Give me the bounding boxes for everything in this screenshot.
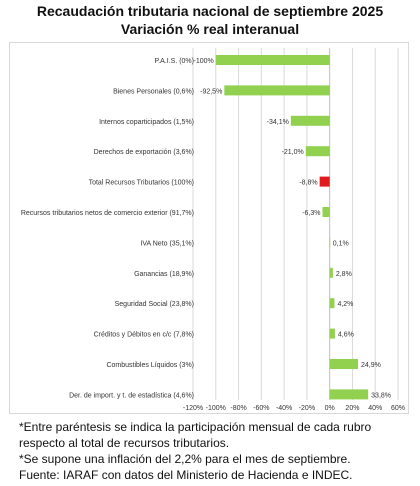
chart-subtitle: Variación % real interanual xyxy=(120,21,300,37)
bar xyxy=(329,359,359,369)
footnote-participation: *Entre paréntesis se indica la participa… xyxy=(19,420,372,434)
category-label: Seguridad Social (23,8%) xyxy=(115,301,194,308)
x-tick-label: 40% xyxy=(368,405,382,412)
x-tick-label: -40% xyxy=(276,405,292,412)
category-label: Recursos tributarios netos de comercio e… xyxy=(21,210,194,217)
bar-chart: -120% -100% -80% -60% -40% -20% 0% 20% 40% 60%P.A… xyxy=(21,48,405,412)
category-label: Créditos y Débitos en c/c (7,8%) xyxy=(94,332,194,339)
footnote-participation-cont: respecto al total de recursos tributario… xyxy=(19,436,230,450)
chart-title: Recaudación tributaria nacional de septi… xyxy=(36,3,384,19)
bar xyxy=(319,176,330,187)
category-label: Derechos de exportación (3,6%) xyxy=(94,149,194,156)
source-note: Fuente: IARAF con datos del Ministerio d… xyxy=(19,468,353,482)
value-label: -21,0% xyxy=(282,149,304,156)
x-tick-label: -100% xyxy=(206,405,226,412)
value-label: -92,5% xyxy=(200,88,222,95)
x-tick-label: -60% xyxy=(253,405,269,412)
x-tick-label: -120% xyxy=(183,405,203,412)
bar xyxy=(329,237,331,248)
value-label: -100% xyxy=(194,58,214,65)
footnote-inflation: *Se supone una inflación del 2,2% para e… xyxy=(19,452,351,466)
bar xyxy=(329,267,333,278)
category-label: Bienes Personales (0,6%) xyxy=(113,88,194,95)
bar xyxy=(215,55,330,65)
x-tick-label: 20% xyxy=(345,405,359,412)
category-label: Ganancias (18,9%) xyxy=(134,271,194,278)
category-label: IVA Neto (35,1%) xyxy=(140,240,194,247)
x-tick-label: 0% xyxy=(325,405,335,412)
x-tick-label: 60% xyxy=(391,405,405,412)
bar xyxy=(329,298,335,309)
category-label: Der. de import. y t. de estadística (4,6… xyxy=(69,392,194,399)
value-label: 4,6% xyxy=(338,332,354,339)
bar xyxy=(322,207,330,217)
category-label: Total Recursos Tributarios (100%) xyxy=(89,180,194,187)
value-label: 0,1% xyxy=(333,240,349,247)
bar xyxy=(329,389,369,400)
value-label: 33,8% xyxy=(371,392,391,399)
category-label: Combustibles Líquidos (3%) xyxy=(106,362,194,369)
x-tick-label: -80% xyxy=(230,405,246,412)
bar xyxy=(290,115,330,126)
bar xyxy=(329,328,335,339)
chart-frame xyxy=(9,42,409,414)
value-label: -6,3% xyxy=(302,210,320,217)
bar xyxy=(224,85,330,96)
category-label: P.A.I.S. (0%) xyxy=(154,58,194,65)
value-label: 24,9% xyxy=(361,362,381,369)
value-label: -34,1% xyxy=(267,119,289,126)
value-label: 2,8% xyxy=(336,271,352,278)
category-label: Internos coparticipados (1,5%) xyxy=(99,119,194,126)
value-label: 4,2% xyxy=(337,301,353,308)
bar xyxy=(305,146,330,157)
x-tick-label: -20% xyxy=(299,405,315,412)
value-label: -8,8% xyxy=(299,180,317,187)
